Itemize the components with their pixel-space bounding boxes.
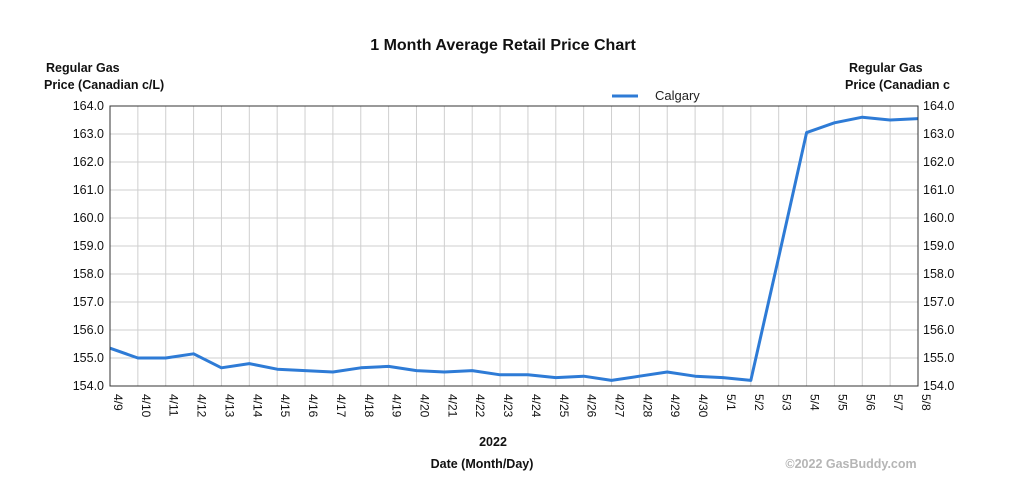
x-tick-label: 4/16: [306, 394, 320, 418]
y-tick-label-left: 156.0: [73, 323, 104, 337]
x-axis-label: Date (Month/Day): [431, 457, 534, 471]
credit-text: ©2022 GasBuddy.com: [785, 457, 916, 471]
y-tick-label-left: 161.0: [73, 183, 104, 197]
x-tick-label: 4/25: [557, 394, 571, 418]
x-tick-label: 4/30: [696, 394, 710, 418]
x-tick-label: 5/6: [863, 394, 877, 411]
y-tick-label-left: 154.0: [73, 379, 104, 393]
tick-labels: 154.0 154.0 155.0 155.0 156.0 156.0 157.0 157.0…: [73, 99, 955, 418]
x-tick-label: 5/3: [780, 394, 794, 411]
y-tick-label-right: 155.0: [923, 351, 954, 365]
y-tick-label-right: 160.0: [923, 211, 954, 225]
y-tick-label-left: 163.0: [73, 127, 104, 141]
series: [109, 115, 919, 382]
y-tick-label-left: 164.0: [73, 99, 104, 113]
y-axis-label-left-line2: Price (Canadian c/L): [44, 78, 164, 92]
legend: Calgary: [612, 88, 700, 103]
y-tick-label-right: 157.0: [923, 295, 954, 309]
y-axis-label-right-line1: Regular Gas: [849, 61, 923, 75]
x-tick-label: 4/28: [640, 394, 654, 418]
x-tick-label: 4/21: [445, 394, 459, 418]
x-tick-label: 5/7: [891, 394, 905, 411]
y-tick-label-left: 159.0: [73, 239, 104, 253]
y-axis-label-left-line1: Regular Gas: [46, 61, 120, 75]
x-tick-label: 4/15: [278, 394, 292, 418]
y-tick-label-right: 161.0: [923, 183, 954, 197]
plot-frame: [109, 105, 919, 387]
x-tick-label: 5/2: [752, 394, 766, 411]
x-tick-label: 4/20: [417, 394, 431, 418]
y-tick-label-right: 156.0: [923, 323, 954, 337]
x-tick-label: 4/24: [529, 394, 543, 418]
y-tick-label-right: 154.0: [923, 379, 954, 393]
x-tick-label: 4/17: [334, 394, 348, 418]
y-axis-label-right-line2: Price (Canadian c: [845, 78, 950, 92]
y-tick-label-right: 164.0: [923, 99, 954, 113]
x-tick-label: 4/12: [195, 394, 209, 418]
x-tick-label: 5/1: [724, 394, 738, 411]
grid: [109, 105, 919, 387]
y-tick-label-right: 163.0: [923, 127, 954, 141]
x-tick-label: 4/14: [250, 394, 264, 418]
x-tick-label: 4/9: [111, 394, 125, 411]
legend-label-calgary: Calgary: [655, 88, 700, 103]
y-tick-label-left: 155.0: [73, 351, 104, 365]
x-tick-label: 4/23: [501, 394, 515, 418]
y-tick-label-right: 162.0: [923, 155, 954, 169]
chart-title: 1 Month Average Retail Price Chart: [370, 37, 636, 54]
y-tick-label-right: 158.0: [923, 267, 954, 281]
x-tick-label: 4/22: [473, 394, 487, 418]
x-tick-label: 4/26: [585, 394, 599, 418]
x-tick-label: 4/10: [139, 394, 153, 418]
x-tick-label: 4/11: [167, 394, 181, 417]
x-tick-label: 4/13: [222, 394, 236, 418]
x-tick-label: 5/4: [808, 394, 822, 411]
x-tick-label: 4/19: [390, 394, 404, 418]
x-tick-label: 5/8: [919, 394, 933, 411]
y-tick-label-right: 159.0: [923, 239, 954, 253]
y-tick-label-left: 158.0: [73, 267, 104, 281]
y-tick-label-left: 160.0: [73, 211, 104, 225]
x-tick-label: 4/18: [362, 394, 376, 418]
y-tick-label-left: 157.0: [73, 295, 104, 309]
x-tick-label: 4/29: [668, 394, 682, 418]
series-line-calgary: [109, 115, 919, 382]
y-tick-label-left: 162.0: [73, 155, 104, 169]
x-tick-label: 4/27: [613, 394, 627, 418]
x-tick-label: 5/5: [835, 394, 849, 411]
x-axis-year: 2022: [479, 435, 507, 449]
